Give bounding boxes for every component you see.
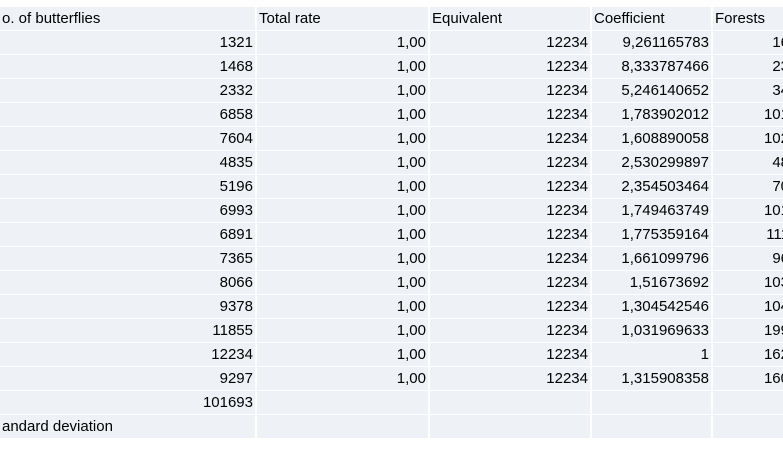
- table-cell-coefficient[interactable]: 1,608890058: [592, 127, 711, 151]
- table-cell-equivalent[interactable]: 12234: [430, 247, 590, 271]
- table-cell-forests[interactable]: 102: [713, 127, 783, 151]
- table-cell-total-rate[interactable]: 1,00: [257, 55, 428, 79]
- table-cell-equivalent[interactable]: 12234: [430, 55, 590, 79]
- table-cell-coefficient[interactable]: 2,354503464: [592, 175, 711, 199]
- table-cell-total-rate[interactable]: 1,00: [257, 103, 428, 127]
- table-cell-butterflies[interactable]: 9297: [0, 367, 255, 391]
- table-cell-equivalent[interactable]: 12234: [430, 367, 590, 391]
- table-cell-coefficient[interactable]: 5,246140652: [592, 79, 711, 103]
- table-cell-coefficient[interactable]: 1: [592, 343, 711, 367]
- total-cell-forests[interactable]: [713, 391, 783, 415]
- table-cell-total-rate[interactable]: 1,00: [257, 367, 428, 391]
- table-cell-total-rate[interactable]: 1,00: [257, 31, 428, 55]
- table-cell-forests[interactable]: 162: [713, 343, 783, 367]
- table-cell-total-rate[interactable]: 1,00: [257, 343, 428, 367]
- table-cell-equivalent[interactable]: 12234: [430, 343, 590, 367]
- table-cell-coefficient[interactable]: 1,749463749: [592, 199, 711, 223]
- table-cell-forests[interactable]: 104: [713, 295, 783, 319]
- table-cell-total-rate[interactable]: 1,00: [257, 319, 428, 343]
- table-cell-equivalent[interactable]: 12234: [430, 271, 590, 295]
- table-cell-butterflies[interactable]: 4835: [0, 151, 255, 175]
- table-cell-total-rate[interactable]: 1,00: [257, 247, 428, 271]
- table-cell-butterflies[interactable]: 11855: [0, 319, 255, 343]
- table-cell-total-rate[interactable]: 1,00: [257, 127, 428, 151]
- table-cell-equivalent[interactable]: 12234: [430, 295, 590, 319]
- table-cell-forests[interactable]: 199: [713, 319, 783, 343]
- table-cell-total-rate[interactable]: 1,00: [257, 295, 428, 319]
- table-cell-total-rate[interactable]: 1,00: [257, 199, 428, 223]
- total-cell-total-rate[interactable]: [257, 391, 428, 415]
- table-cell-butterflies[interactable]: 12234: [0, 343, 255, 367]
- table-cell-total-rate[interactable]: 1,00: [257, 79, 428, 103]
- table-cell-forests[interactable]: 160: [713, 367, 783, 391]
- table-cell-forests[interactable]: 70: [713, 175, 783, 199]
- header-cell-butterflies[interactable]: o. of butterflies: [0, 7, 255, 31]
- table-cell-coefficient[interactable]: 1,304542546: [592, 295, 711, 319]
- table-cell-coefficient[interactable]: 1,51673692: [592, 271, 711, 295]
- table-cell-equivalent[interactable]: 12234: [430, 175, 590, 199]
- table-cell-butterflies[interactable]: 6993: [0, 199, 255, 223]
- table-cell-butterflies[interactable]: 5196: [0, 175, 255, 199]
- table-cell-butterflies[interactable]: 2332: [0, 79, 255, 103]
- table-cell-butterflies[interactable]: 7604: [0, 127, 255, 151]
- table-cell-equivalent[interactable]: 12234: [430, 199, 590, 223]
- table-cell-forests[interactable]: 23: [713, 55, 783, 79]
- table-cell-coefficient[interactable]: 2,530299897: [592, 151, 711, 175]
- table-cell-forests[interactable]: 16: [713, 31, 783, 55]
- footer-cell-total-rate[interactable]: [257, 415, 428, 439]
- total-cell-coefficient[interactable]: [592, 391, 711, 415]
- header-cell-equivalent[interactable]: Equivalent: [430, 7, 590, 31]
- table-cell-equivalent[interactable]: 12234: [430, 103, 590, 127]
- footer-cell-coefficient[interactable]: [592, 415, 711, 439]
- table-cell-forests[interactable]: 111: [713, 223, 783, 247]
- table-cell-butterflies[interactable]: 7365: [0, 247, 255, 271]
- table-cell-coefficient[interactable]: 1,315908358: [592, 367, 711, 391]
- table-cell-total-rate[interactable]: 1,00: [257, 271, 428, 295]
- table-cell-forests[interactable]: 101: [713, 199, 783, 223]
- table-cell-equivalent[interactable]: 12234: [430, 319, 590, 343]
- total-cell-butterflies[interactable]: 101693: [0, 391, 255, 415]
- footer-cell-forests[interactable]: [713, 415, 783, 439]
- table-cell-forests[interactable]: 34: [713, 79, 783, 103]
- total-cell-equivalent[interactable]: [430, 391, 590, 415]
- table-cell-coefficient[interactable]: 1,661099796: [592, 247, 711, 271]
- table-cell-equivalent[interactable]: 12234: [430, 151, 590, 175]
- table-cell-total-rate[interactable]: 1,00: [257, 175, 428, 199]
- footer-cell-equivalent[interactable]: [430, 415, 590, 439]
- table-cell-total-rate[interactable]: 1,00: [257, 223, 428, 247]
- table-cell-coefficient[interactable]: 1,031969633: [592, 319, 711, 343]
- table-cell-equivalent[interactable]: 12234: [430, 223, 590, 247]
- table-cell-coefficient[interactable]: 9,261165783: [592, 31, 711, 55]
- table-cell-coefficient[interactable]: 1,783902012: [592, 103, 711, 127]
- data-table: o. of butterflies Total rate Equivalent …: [0, 7, 783, 439]
- table-cell-equivalent[interactable]: 12234: [430, 31, 590, 55]
- table-cell-coefficient[interactable]: 8,333787466: [592, 55, 711, 79]
- table-cell-coefficient[interactable]: 1,775359164: [592, 223, 711, 247]
- table-cell-butterflies[interactable]: 1321: [0, 31, 255, 55]
- table-cell-equivalent[interactable]: 12234: [430, 79, 590, 103]
- table-cell-forests[interactable]: 96: [713, 247, 783, 271]
- table-cell-butterflies[interactable]: 8066: [0, 271, 255, 295]
- table-cell-equivalent[interactable]: 12234: [430, 127, 590, 151]
- table-cell-butterflies[interactable]: 6858: [0, 103, 255, 127]
- table-cell-butterflies[interactable]: 1468: [0, 55, 255, 79]
- table-cell-total-rate[interactable]: 1,00: [257, 151, 428, 175]
- table-cell-forests[interactable]: 48: [713, 151, 783, 175]
- table-cell-forests[interactable]: 103: [713, 271, 783, 295]
- header-cell-coefficient[interactable]: Coefficient: [592, 7, 711, 31]
- table-cell-butterflies[interactable]: 9378: [0, 295, 255, 319]
- footer-label-cell[interactable]: andard deviation: [0, 415, 255, 439]
- header-cell-forests[interactable]: Forests: [713, 7, 783, 31]
- header-cell-total-rate[interactable]: Total rate: [257, 7, 428, 31]
- table-cell-forests[interactable]: 101: [713, 103, 783, 127]
- table-cell-butterflies[interactable]: 6891: [0, 223, 255, 247]
